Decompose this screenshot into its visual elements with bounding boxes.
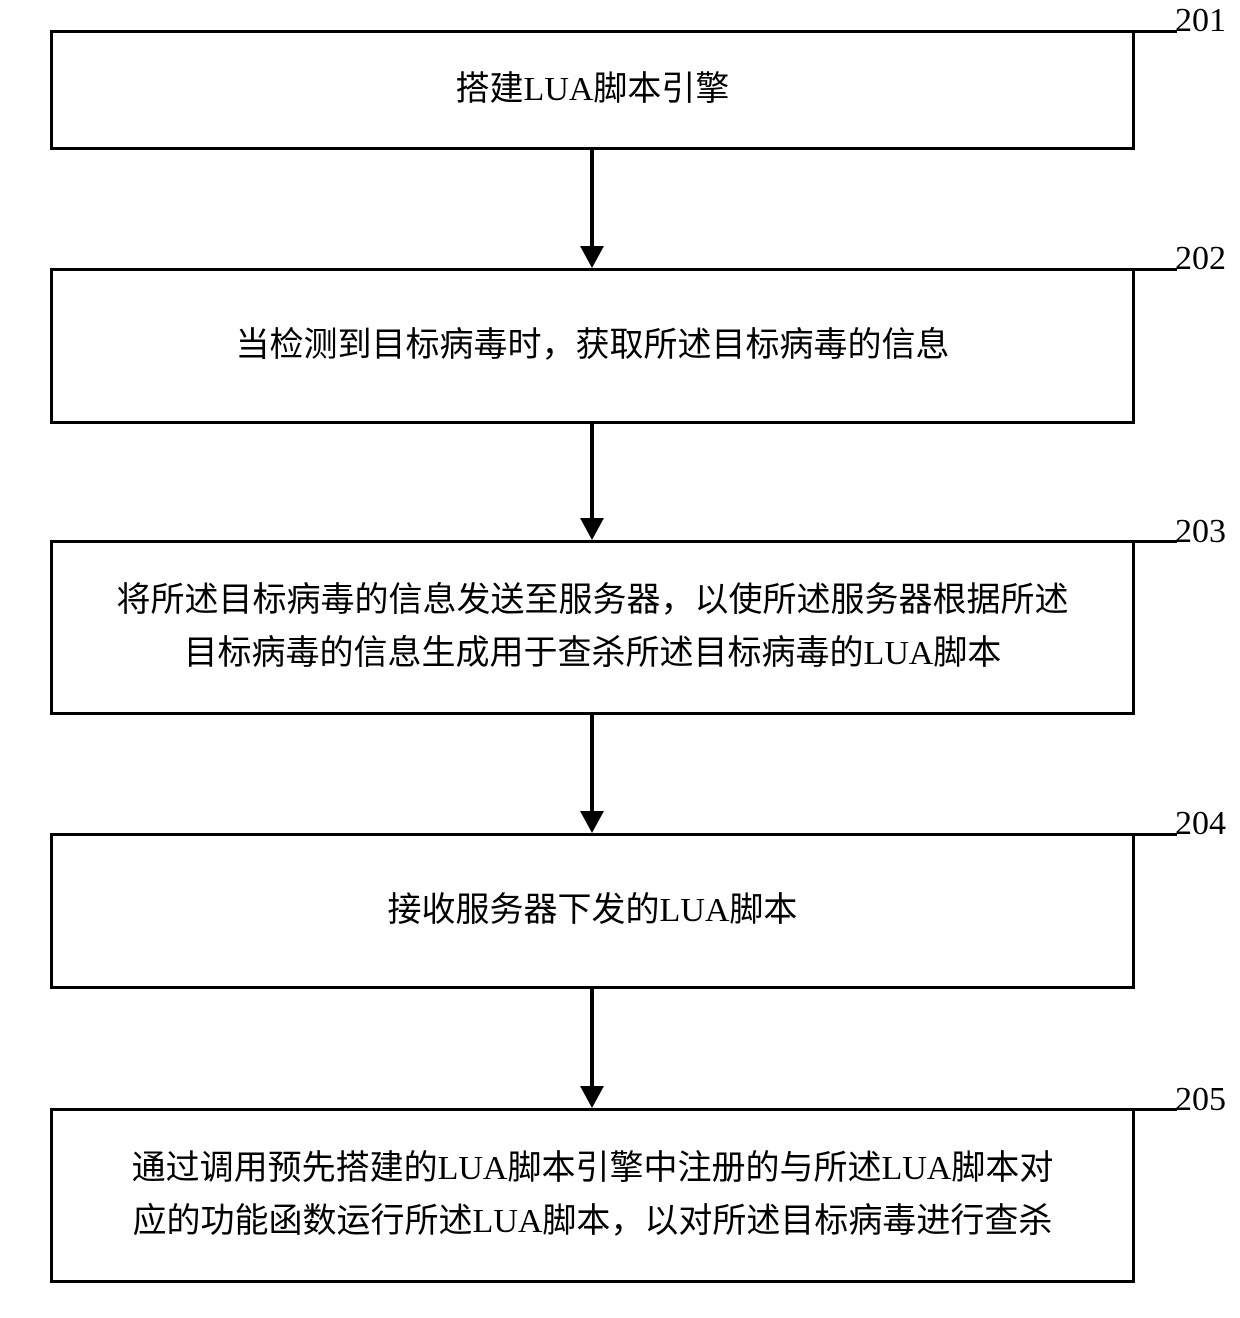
step-text-201: 搭建LUA脚本引擎 bbox=[456, 64, 730, 117]
arrow-line-2 bbox=[590, 424, 594, 519]
lead-line-204 bbox=[1135, 833, 1177, 836]
arrow-head-1 bbox=[580, 246, 604, 268]
lead-line-201 bbox=[1135, 30, 1177, 33]
step-box-203: 将所述目标病毒的信息发送至服务器，以使所述服务器根据所述 目标病毒的信息生成用于… bbox=[50, 540, 1135, 715]
lead-line-203 bbox=[1135, 540, 1177, 543]
step-label-204: 204 bbox=[1175, 805, 1226, 843]
step-text-202: 当检测到目标病毒时，获取所述目标病毒的信息 bbox=[236, 320, 950, 373]
lead-line-202 bbox=[1135, 268, 1177, 271]
step-text-204: 接收服务器下发的LUA脚本 bbox=[388, 885, 798, 938]
step-box-204: 接收服务器下发的LUA脚本 bbox=[50, 833, 1135, 989]
arrow-head-3 bbox=[580, 811, 604, 833]
step-box-205: 通过调用预先搭建的LUA脚本引擎中注册的与所述LUA脚本对 应的功能函数运行所述… bbox=[50, 1108, 1135, 1283]
arrow-line-3 bbox=[590, 715, 594, 812]
step-text-203: 将所述目标病毒的信息发送至服务器，以使所述服务器根据所述 目标病毒的信息生成用于… bbox=[117, 575, 1069, 680]
step-label-205: 205 bbox=[1175, 1081, 1226, 1119]
arrow-line-4 bbox=[590, 989, 594, 1087]
arrow-head-4 bbox=[580, 1086, 604, 1108]
lead-line-205 bbox=[1135, 1108, 1177, 1111]
step-label-202: 202 bbox=[1175, 240, 1226, 278]
flowchart-canvas: 搭建LUA脚本引擎 201 当检测到目标病毒时，获取所述目标病毒的信息 202 … bbox=[0, 0, 1240, 1318]
arrow-line-1 bbox=[590, 150, 594, 247]
arrow-head-2 bbox=[580, 518, 604, 540]
step-box-201: 搭建LUA脚本引擎 bbox=[50, 30, 1135, 150]
step-label-203: 203 bbox=[1175, 513, 1226, 551]
step-box-202: 当检测到目标病毒时，获取所述目标病毒的信息 bbox=[50, 268, 1135, 424]
step-text-205: 通过调用预先搭建的LUA脚本引擎中注册的与所述LUA脚本对 应的功能函数运行所述… bbox=[132, 1143, 1054, 1248]
step-label-201: 201 bbox=[1175, 2, 1226, 40]
